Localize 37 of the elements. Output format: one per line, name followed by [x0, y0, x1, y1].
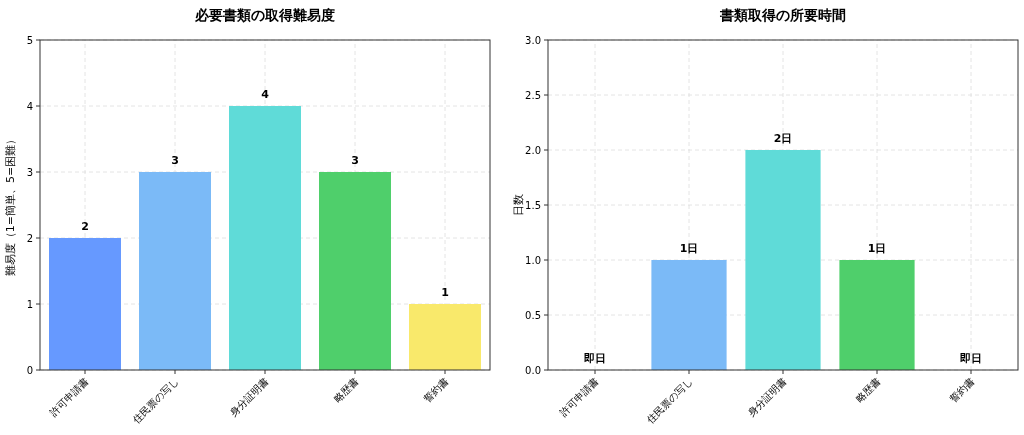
y-tick-label: 4 — [26, 101, 33, 112]
x-tick-label: 住民票の写し — [130, 375, 181, 426]
y-tick-label: 1.5 — [525, 200, 541, 211]
data-label: 4 — [261, 88, 270, 101]
y-tick-label: 3 — [26, 167, 33, 178]
y-tick-label: 2 — [26, 233, 33, 244]
data-label: 1日 — [679, 242, 699, 255]
data-label: 即日 — [960, 352, 982, 365]
y-tick-label: 0 — [26, 365, 33, 376]
y-tick-label: 0.5 — [525, 310, 541, 321]
data-label: 2日 — [773, 132, 793, 145]
data-label: 3 — [351, 154, 359, 167]
x-tick-label: 誓約書 — [947, 375, 977, 405]
x-tick-label: 許可申請書 — [47, 375, 91, 419]
x-tick-label: 誓約書 — [421, 375, 451, 405]
x-tick-label: 略歴書 — [331, 375, 361, 405]
x-tick-label: 身分証明書 — [227, 375, 271, 419]
x-tick-label: 住民票の写し — [644, 375, 695, 426]
data-label: 3 — [171, 154, 179, 167]
y-tick-label: 3.0 — [525, 35, 541, 46]
y-tick-label: 2.5 — [525, 90, 541, 101]
data-label: 即日 — [584, 352, 606, 365]
data-label: 2 — [81, 220, 89, 233]
y-tick-label: 0.0 — [525, 365, 541, 376]
data-label: 1 — [441, 286, 449, 299]
x-tick-label: 身分証明書 — [745, 375, 789, 419]
chart-title: 必要書類の取得難易度 — [194, 7, 335, 23]
chart-title: 書類取得の所要時間 — [719, 7, 846, 23]
data-label: 1日 — [867, 242, 887, 255]
y-tick-label: 1.0 — [525, 255, 541, 266]
x-tick-label: 許可申請書 — [557, 375, 601, 419]
y-tick-label: 2.0 — [525, 145, 541, 156]
y-tick-label: 1 — [26, 299, 33, 310]
y-axis-title: 日数 — [512, 194, 525, 216]
y-tick-label: 5 — [26, 35, 33, 46]
y-axis-title: 難易度（1=簡単、5=困難） — [4, 133, 17, 277]
x-tick-label: 略歴書 — [853, 375, 883, 405]
